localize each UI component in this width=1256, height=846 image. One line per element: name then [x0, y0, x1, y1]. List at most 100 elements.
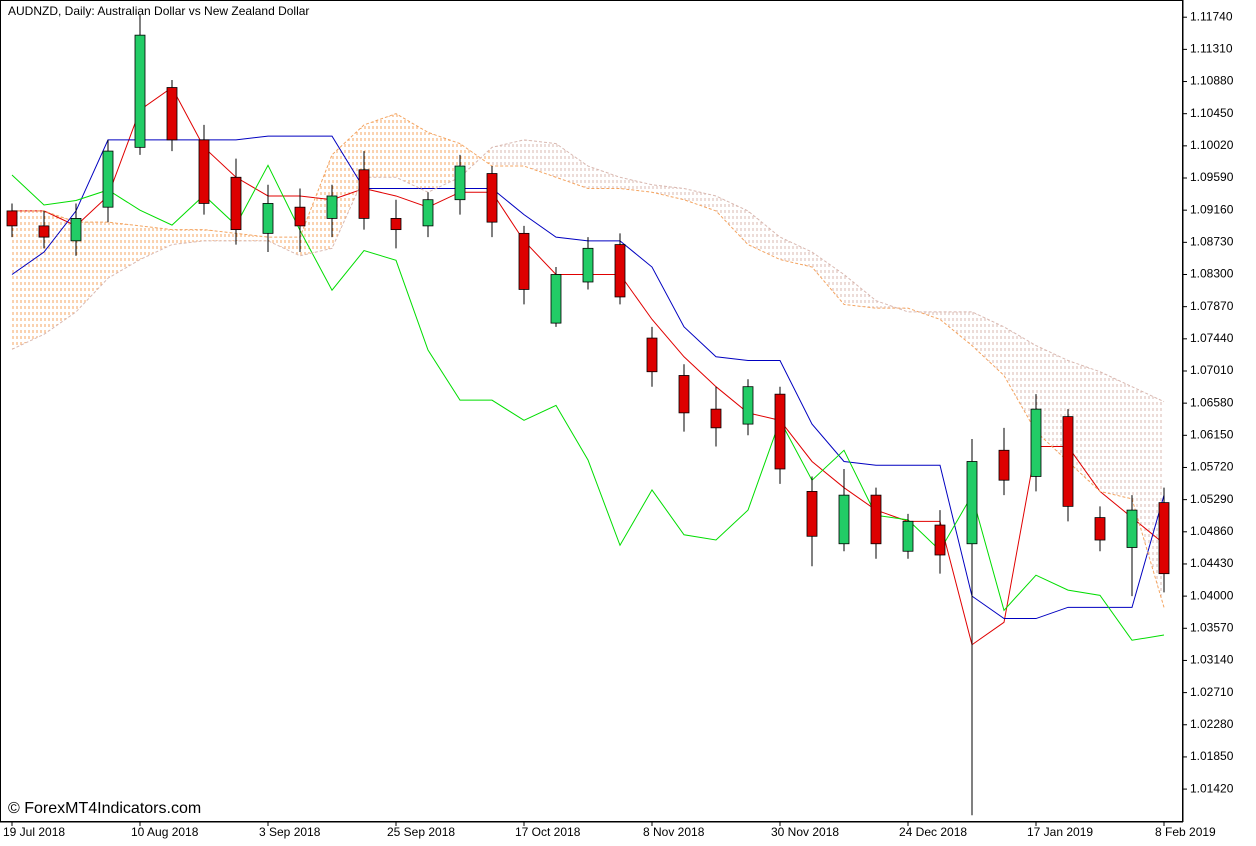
- candle-body: [38, 225, 50, 238]
- y-tick-label: 1.03570: [1190, 620, 1234, 634]
- candle-body: [902, 520, 914, 552]
- candle-body: [486, 173, 498, 223]
- cloud-segment: [684, 188, 716, 211]
- candle-body: [870, 494, 882, 545]
- y-tick-label: 1.08300: [1190, 267, 1234, 281]
- cloud-segment: [300, 154, 332, 256]
- candle-body: [1094, 517, 1106, 541]
- cloud-segment: [780, 237, 812, 268]
- cloud-segment: [1036, 345, 1068, 462]
- x-tick-label: 24 Dec 2018: [899, 825, 967, 839]
- cloud-segment: [364, 113, 396, 178]
- y-tick-label: 1.04000: [1190, 588, 1234, 602]
- y-tick-label: 1.07010: [1190, 363, 1234, 377]
- y-tick-label: 1.02710: [1190, 685, 1234, 699]
- y-tick-label: 1.07440: [1190, 331, 1234, 345]
- plot-area: [6, 14, 1170, 816]
- cloud-segment: [524, 139, 556, 178]
- candle-body: [518, 232, 530, 290]
- cloud-segment: [492, 139, 524, 167]
- cloud-segment: [460, 143, 492, 178]
- candle-body: [198, 139, 210, 204]
- candle-body: [6, 210, 18, 227]
- cloud-segment: [108, 222, 140, 279]
- y-tick-label: 1.09590: [1190, 170, 1234, 184]
- plot-frame: [0, 0, 1183, 822]
- x-tick-label: 3 Sep 2018: [259, 825, 321, 839]
- y-tick-label: 1.06150: [1190, 427, 1234, 441]
- x-tick-label: 10 Aug 2018: [131, 825, 199, 839]
- y-tick-label: 1.04860: [1190, 524, 1234, 538]
- candle-body: [582, 247, 594, 283]
- cloud-segment: [428, 132, 460, 193]
- cloud-segment: [556, 143, 588, 189]
- y-tick-label: 1.05290: [1190, 492, 1234, 506]
- y-tick-label: 1.01420: [1190, 781, 1234, 795]
- cloud-segment: [812, 252, 844, 305]
- x-tick-label: 25 Sep 2018: [387, 825, 455, 839]
- x-tick-label: 19 Jul 2018: [3, 825, 65, 839]
- candle-body: [262, 203, 274, 234]
- chart-title: AUDNZD, Daily: Australian Dollar vs New …: [8, 4, 309, 18]
- candle-body: [294, 206, 306, 227]
- candle-body: [70, 218, 82, 242]
- y-tick-label: 1.11740: [1190, 9, 1233, 23]
- y-tick-label: 1.03140: [1190, 653, 1234, 667]
- candle-body: [646, 337, 658, 373]
- cloud-segment: [1004, 326, 1036, 432]
- cloud-segment: [12, 210, 44, 350]
- y-tick-label: 1.10450: [1190, 106, 1234, 120]
- y-tick-label: 1.10020: [1190, 138, 1234, 152]
- y-tick-label: 1.02280: [1190, 717, 1234, 731]
- candle-body: [614, 244, 626, 298]
- x-tick-label: 8 Nov 2018: [643, 825, 705, 839]
- candle-body: [1126, 509, 1138, 548]
- indicator-line: [11, 139, 1165, 403]
- candle-body: [454, 165, 466, 201]
- indicator-line: [12, 113, 1165, 608]
- candle-body: [710, 408, 722, 429]
- candle-body: [742, 386, 754, 425]
- x-tick-label: 17 Jan 2019: [1027, 825, 1093, 839]
- y-tick-label: 1.10880: [1190, 74, 1234, 88]
- candle-body: [134, 34, 146, 148]
- y-tick-label: 1.04430: [1190, 556, 1234, 570]
- x-tick-label: 17 Oct 2018: [515, 825, 581, 839]
- candle-body: [934, 524, 946, 556]
- candle-body: [422, 199, 434, 227]
- candle-body: [838, 494, 850, 545]
- cloud-segment: [1100, 371, 1132, 499]
- x-tick-label: 8 Feb 2019: [1155, 825, 1216, 839]
- candle-body: [166, 87, 178, 141]
- candle-body: [390, 218, 402, 231]
- candle-body: [102, 150, 114, 208]
- cloud-segment: [1132, 386, 1164, 608]
- cloud-segment: [620, 177, 652, 193]
- y-tick-label: 1.05720: [1190, 460, 1234, 474]
- y-tick-label: 1.09160: [1190, 202, 1234, 216]
- cloud-segment: [332, 124, 364, 249]
- cloud-segment: [396, 113, 428, 193]
- y-tick-label: 1.06580: [1190, 395, 1234, 409]
- candle-body: [806, 491, 818, 537]
- candle-body: [1030, 408, 1042, 477]
- cloud-segment: [716, 195, 748, 245]
- candle-body: [678, 375, 690, 414]
- candle-body: [998, 449, 1010, 481]
- cloud-segment: [940, 311, 972, 346]
- candle-body: [326, 195, 338, 219]
- candle-body: [774, 393, 786, 470]
- y-tick-label: 1.08730: [1190, 235, 1234, 249]
- cloud-segment: [204, 229, 236, 241]
- x-tick-label: 30 Nov 2018: [771, 825, 839, 839]
- cloud-segment: [76, 222, 108, 312]
- candle-body: [550, 274, 562, 324]
- candle-body: [1158, 502, 1170, 575]
- cloud-segment: [748, 210, 780, 260]
- candle-body: [966, 461, 978, 545]
- candle-body: [1062, 416, 1074, 507]
- y-tick-label: 1.01850: [1190, 749, 1234, 763]
- cloud-segment: [844, 274, 876, 309]
- watermark: © ForexMT4Indicators.com: [8, 800, 201, 817]
- candle-body: [358, 169, 370, 219]
